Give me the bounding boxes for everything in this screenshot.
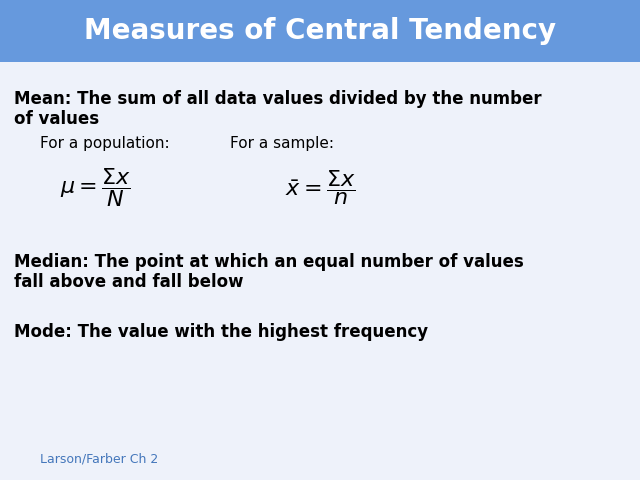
Text: Median: The point at which an equal number of values: Median: The point at which an equal numb…	[14, 253, 524, 271]
Text: For a sample:: For a sample:	[230, 136, 334, 151]
Text: Mode: The value with the highest frequency: Mode: The value with the highest frequen…	[14, 323, 428, 341]
Text: of values: of values	[14, 110, 99, 128]
Text: Mean: The sum of all data values divided by the number: Mean: The sum of all data values divided…	[14, 90, 541, 108]
Text: fall above and fall below: fall above and fall below	[14, 273, 243, 291]
Bar	[0, 0, 640, 62]
Text: $\bar{x} = \dfrac{\Sigma x}{n}$: $\bar{x} = \dfrac{\Sigma x}{n}$	[285, 168, 355, 207]
Text: Larson/Farber Ch 2: Larson/Farber Ch 2	[40, 452, 158, 465]
Text: Measures of Central Tendency: Measures of Central Tendency	[84, 17, 556, 45]
Text: For a population:: For a population:	[40, 136, 170, 151]
Text: $\mu = \dfrac{\Sigma x}{N}$: $\mu = \dfrac{\Sigma x}{N}$	[60, 167, 131, 209]
